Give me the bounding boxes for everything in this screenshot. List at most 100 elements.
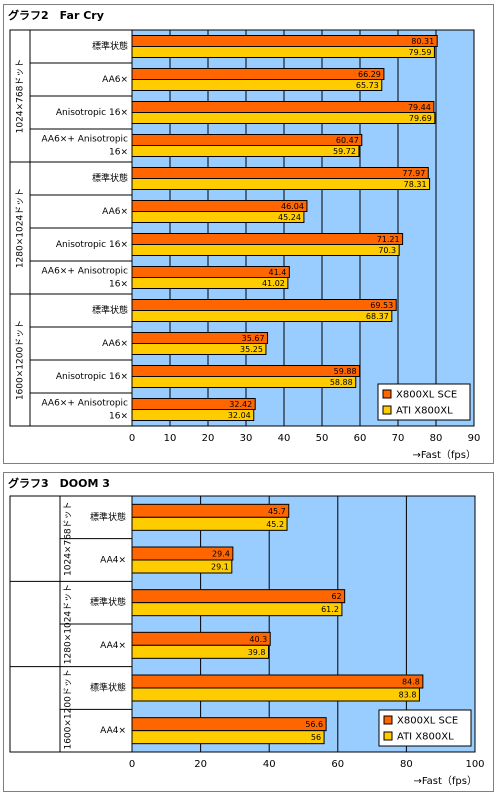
bar: [131, 68, 385, 80]
plot-area: [131, 495, 476, 753]
bar: [131, 134, 363, 146]
bar: [131, 79, 383, 91]
x-tick-label: 0: [129, 433, 135, 444]
legend-label: ATI X800XL: [396, 406, 453, 417]
x-tick-label: 60: [331, 759, 344, 770]
bar: [131, 266, 290, 278]
bar: [131, 178, 431, 190]
x-tick-label: 40: [263, 759, 276, 770]
x-axis-label: →Fast（fps）: [412, 449, 476, 461]
bar: [131, 112, 436, 124]
bar: [131, 167, 429, 179]
category-label: Anisotropic 16×: [56, 108, 128, 118]
bar: [131, 46, 435, 58]
category-label: 標準状態: [90, 596, 126, 608]
bar: [131, 687, 420, 702]
data-label: 40.3: [249, 635, 267, 644]
category-label: AA4×: [100, 556, 126, 566]
data-label: 66.29: [358, 70, 381, 79]
bar: [131, 503, 290, 518]
data-label: 45.7: [268, 507, 286, 516]
group-label: 1280×1024ドット: [16, 188, 26, 268]
data-label: 56: [311, 733, 321, 742]
data-label: 79.59: [409, 48, 432, 57]
legend-label: X800XL SCE: [396, 390, 457, 401]
category-label: AA6×+ Anisotropic: [42, 399, 129, 409]
category-label: 標準状態: [92, 40, 128, 52]
x-tick-label: 30: [240, 433, 253, 444]
data-label: 45.24: [278, 213, 301, 222]
group-label: 1024×768ドット: [16, 59, 26, 134]
legend: [377, 383, 471, 421]
data-label: 32.04: [228, 411, 251, 420]
category-label: 16×: [109, 148, 128, 158]
bar: [131, 730, 325, 745]
data-label: 65.73: [356, 81, 379, 90]
x-tick-label: 50: [316, 433, 329, 444]
data-label: 35.67: [242, 334, 265, 343]
x-tick-label: 100: [465, 759, 484, 770]
bar: [131, 376, 357, 388]
legend: [378, 709, 472, 747]
bar: [131, 589, 346, 604]
category-label: 標準状態: [92, 304, 128, 316]
data-label: 60.47: [336, 136, 359, 145]
group-label: 1600×1200ドット: [16, 320, 26, 400]
bar: [131, 516, 288, 531]
bar: [131, 35, 438, 47]
data-label: 78.31: [404, 180, 427, 189]
data-label: 80.31: [411, 37, 434, 46]
data-label: 39.8: [248, 648, 266, 657]
data-label: 35.25: [240, 345, 263, 354]
x-tick-label: 70: [392, 433, 405, 444]
legend-swatch: [382, 405, 392, 415]
x-tick-label: 80: [400, 759, 413, 770]
chart-title: グラフ2 Far Cry: [8, 9, 104, 22]
bar: [131, 717, 327, 732]
x-tick-label: 80: [430, 433, 443, 444]
bar: [131, 145, 360, 157]
chart-panel-doom3: グラフ3 DOOM 3 0 20 40 60 80 100 1024×768ドット 標準状態 4…: [3, 472, 494, 792]
category-label: 16×: [109, 280, 128, 290]
x-axis-label: →Fast（fps）: [413, 775, 477, 787]
data-label: 79.69: [409, 114, 432, 123]
bar: [131, 244, 400, 256]
data-label: 59.72: [333, 147, 356, 156]
data-label: 61.2: [321, 605, 339, 614]
x-tick-label: 90: [468, 433, 481, 444]
plot-area: [131, 29, 475, 427]
bar: [131, 299, 397, 311]
category-label: Anisotropic 16×: [56, 240, 128, 250]
data-label: 77.97: [402, 169, 425, 178]
legend-swatch: [383, 715, 393, 725]
data-label: 69.53: [370, 301, 393, 310]
data-label: 29.1: [211, 563, 229, 572]
far-cry-bar-chart: 0 10 20 30 40 50 60 70 80 901024×768ドット標準状態80.317…: [9, 29, 481, 461]
data-label: 70.3: [378, 246, 396, 255]
category-label: 標準状態: [92, 172, 128, 184]
category-label: AA6×+ Anisotropic: [42, 135, 129, 145]
category-label: AA6×: [102, 75, 128, 85]
data-label: 45.2: [266, 520, 284, 529]
category-label: AA6×: [102, 207, 128, 217]
x-tick-label: 10: [164, 433, 177, 444]
category-label: Anisotropic 16×: [56, 372, 128, 382]
data-label: 84.8: [402, 678, 420, 687]
category-label: 標準状態: [90, 511, 126, 523]
bar: [131, 233, 404, 245]
data-label: 46.04: [281, 202, 304, 211]
category-label: AA6×+ Anisotropic: [42, 267, 129, 277]
data-label: 41.4: [269, 268, 287, 277]
legend-swatch: [383, 731, 393, 741]
bar: [131, 310, 393, 322]
data-label: 71.21: [377, 235, 400, 244]
bar: [131, 365, 361, 377]
bar: [131, 674, 424, 689]
data-label: 41.02: [262, 279, 285, 288]
x-tick-label: 20: [194, 759, 207, 770]
data-label: 79.44: [408, 103, 431, 112]
data-label: 83.8: [399, 691, 417, 700]
legend-label: ATI X800XL: [397, 732, 454, 743]
category-label: AA6×: [102, 339, 128, 349]
